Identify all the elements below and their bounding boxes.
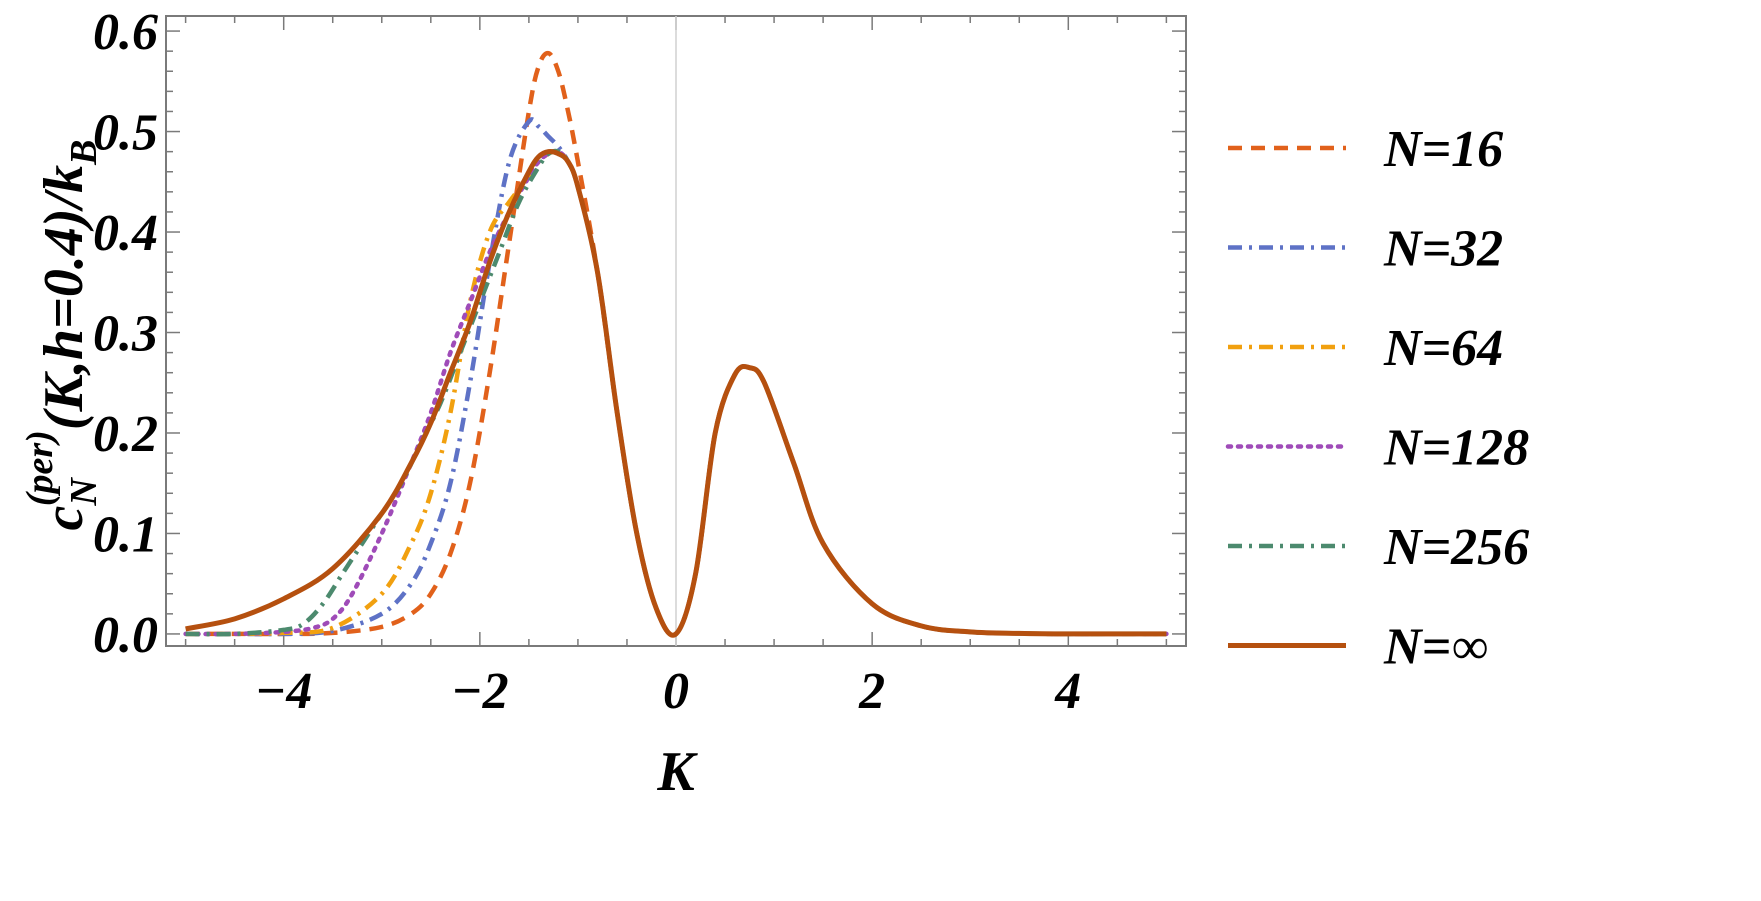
legend-label: N=∞ [1383,619,1488,676]
y-label-sub: N [63,477,105,507]
x-tick-label: 0 [663,663,689,720]
x-axis-label: K [656,741,698,803]
y-tick-label: 0.0 [93,607,158,664]
y-label-base: c [33,505,95,530]
tick-labels: −4 −2 0 2 4 0.0 0.1 0.2 0.3 0.4 0.5 0.6 [93,4,1081,720]
y-tick-label: 0.1 [93,506,158,563]
y-tick-label: 0.2 [93,406,158,463]
y-label-sup: (per) [19,430,61,506]
y-axis-label: cN(per)(K,h=0.4)/kB [19,140,105,531]
y-label-rest-sub: B [63,140,105,166]
x-tick-label: −2 [451,663,509,720]
legend-label: N=256 [1383,519,1529,576]
x-tick-label: 2 [858,663,885,720]
y-label-rest: (K,h=0.4)/k [33,165,95,430]
y-tick-label: 0.5 [93,105,158,162]
legend-label: N=32 [1383,221,1503,278]
y-tick-label: 0.4 [93,205,158,262]
x-tick-label: 4 [1054,663,1081,720]
legend-label: N=16 [1383,121,1503,178]
svg-text:cN(per)(K,h=0.4)/kB: cN(per)(K,h=0.4)/kB [19,140,105,531]
series-layer [183,50,1169,638]
legend: N=16 N=32 N=64 N=128 N=256 N=∞ [1225,121,1529,676]
x-tick-label: −4 [255,663,313,720]
y-tick-label: 0.3 [93,306,158,363]
series-line-n- [185,148,1167,638]
y-tick-label: 0.6 [93,4,158,61]
legend-label: N=128 [1383,420,1529,477]
legend-label: N=64 [1383,320,1503,377]
